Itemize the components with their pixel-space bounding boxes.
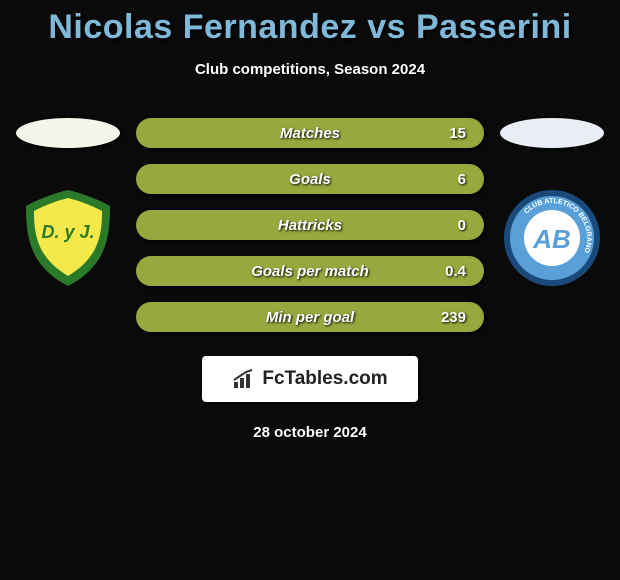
stat-right-value: 0: [436, 217, 466, 234]
left-player-ellipse: [16, 118, 120, 148]
crest-belgrano-icon: CLUB ATLETICO BELGRANO AB: [502, 188, 602, 288]
subtitle: Club competitions, Season 2024: [0, 61, 620, 78]
stat-right-value: 15: [436, 125, 466, 142]
stat-right-value: 239: [436, 309, 466, 326]
svg-text:AB: AB: [532, 224, 571, 254]
footer-logo-text: FcTables.com: [262, 368, 387, 390]
crest-dyj-icon: D. y J.: [18, 188, 118, 288]
stat-label: Matches: [280, 125, 340, 142]
stat-label: Min per goal: [266, 309, 354, 326]
right-club-crest: CLUB ATLETICO BELGRANO AB: [502, 188, 602, 288]
date-text: 28 october 2024: [0, 424, 620, 441]
stat-label: Goals per match: [251, 263, 369, 280]
left-side: D. y J.: [8, 118, 128, 288]
stat-bar: Goals 6: [136, 164, 484, 194]
stat-right-value: 6: [436, 171, 466, 188]
right-player-ellipse: [500, 118, 604, 148]
right-side: CLUB ATLETICO BELGRANO AB: [492, 118, 612, 288]
stat-bar: Min per goal 239: [136, 302, 484, 332]
stats-list: Matches 15 Goals 6 Hattricks 0 Goals per match…: [128, 118, 492, 332]
left-club-crest: D. y J.: [18, 188, 118, 288]
stat-bar: Hattricks 0: [136, 210, 484, 240]
page-title: Nicolas Fernandez vs Passerini: [0, 8, 620, 47]
chart-icon: [232, 368, 256, 390]
stat-label: Hattricks: [278, 217, 342, 234]
content-row: D. y J. Matches 15 Goals 6 Hattricks 0 Goals p…: [0, 118, 620, 332]
stat-right-value: 0.4: [436, 263, 466, 280]
footer-logo: FcTables.com: [202, 356, 418, 402]
stat-bar: Matches 15: [136, 118, 484, 148]
svg-text:D. y J.: D. y J.: [41, 222, 94, 242]
stat-label: Goals: [289, 171, 331, 188]
stat-bar: Goals per match 0.4: [136, 256, 484, 286]
